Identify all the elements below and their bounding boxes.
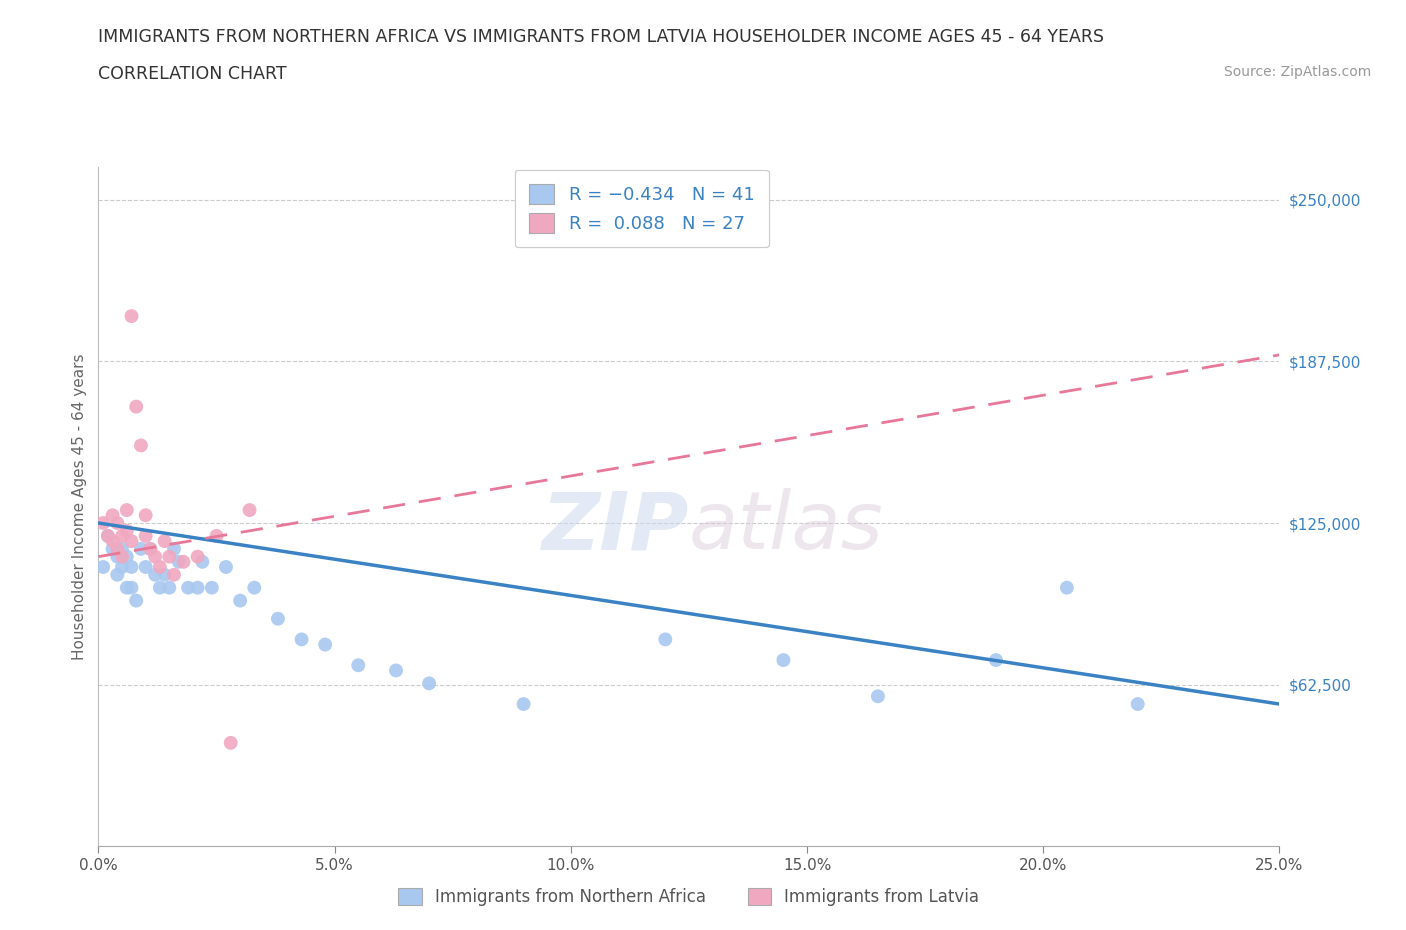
Point bbox=[205, 528, 228, 543]
Point bbox=[201, 580, 224, 595]
Point bbox=[984, 653, 1007, 668]
Point bbox=[149, 560, 172, 575]
Point bbox=[105, 515, 128, 530]
Legend: R = −0.434   N = 41, R =  0.088   N = 27: R = −0.434 N = 41, R = 0.088 N = 27 bbox=[515, 169, 769, 247]
Point bbox=[135, 508, 157, 523]
Point bbox=[111, 528, 134, 543]
Point bbox=[153, 567, 176, 582]
Point bbox=[143, 550, 166, 565]
Point bbox=[163, 541, 186, 556]
Point bbox=[105, 550, 128, 565]
Point bbox=[115, 580, 138, 595]
Point bbox=[187, 550, 209, 565]
Point bbox=[157, 580, 180, 595]
Point bbox=[215, 560, 238, 575]
Point bbox=[187, 580, 209, 595]
Text: ZIP: ZIP bbox=[541, 488, 689, 566]
Point bbox=[243, 580, 266, 595]
Point bbox=[121, 560, 143, 575]
Point bbox=[101, 541, 124, 556]
Point bbox=[111, 541, 134, 556]
Point bbox=[105, 567, 128, 582]
Text: Source: ZipAtlas.com: Source: ZipAtlas.com bbox=[1223, 65, 1371, 79]
Point bbox=[143, 567, 166, 582]
Point bbox=[149, 580, 172, 595]
Point bbox=[172, 554, 194, 569]
Text: atlas: atlas bbox=[689, 488, 884, 566]
Point bbox=[239, 502, 262, 517]
Point bbox=[347, 658, 370, 672]
Point bbox=[115, 524, 138, 538]
Y-axis label: Householder Income Ages 45 - 64 years: Householder Income Ages 45 - 64 years bbox=[72, 353, 87, 660]
Point bbox=[121, 534, 143, 549]
Point bbox=[267, 611, 290, 626]
Point bbox=[97, 528, 120, 543]
Point bbox=[177, 580, 200, 595]
Point bbox=[1126, 697, 1149, 711]
Point bbox=[385, 663, 408, 678]
Point bbox=[125, 399, 148, 414]
Point bbox=[512, 697, 534, 711]
Point bbox=[135, 560, 157, 575]
Point bbox=[139, 541, 162, 556]
Point bbox=[101, 508, 124, 523]
Point bbox=[105, 541, 128, 556]
Point bbox=[115, 502, 138, 517]
Point bbox=[157, 550, 180, 565]
Point bbox=[229, 593, 252, 608]
Legend: Immigrants from Northern Africa, Immigrants from Latvia: Immigrants from Northern Africa, Immigra… bbox=[392, 881, 986, 912]
Point bbox=[101, 534, 124, 549]
Point bbox=[314, 637, 336, 652]
Point bbox=[121, 309, 143, 324]
Point bbox=[115, 550, 138, 565]
Point bbox=[163, 567, 186, 582]
Point bbox=[121, 580, 143, 595]
Point bbox=[97, 528, 120, 543]
Point bbox=[866, 689, 889, 704]
Point bbox=[191, 554, 214, 569]
Point bbox=[418, 676, 440, 691]
Point bbox=[290, 632, 312, 647]
Point bbox=[111, 560, 134, 575]
Point bbox=[125, 593, 148, 608]
Text: IMMIGRANTS FROM NORTHERN AFRICA VS IMMIGRANTS FROM LATVIA HOUSEHOLDER INCOME AGE: IMMIGRANTS FROM NORTHERN AFRICA VS IMMIG… bbox=[98, 28, 1105, 46]
Text: CORRELATION CHART: CORRELATION CHART bbox=[98, 65, 287, 83]
Point bbox=[129, 541, 152, 556]
Point bbox=[167, 554, 190, 569]
Point bbox=[129, 438, 152, 453]
Point bbox=[772, 653, 794, 668]
Point bbox=[1056, 580, 1078, 595]
Point bbox=[139, 541, 162, 556]
Point bbox=[219, 736, 242, 751]
Point bbox=[91, 560, 114, 575]
Point bbox=[153, 534, 176, 549]
Point bbox=[91, 515, 114, 530]
Point bbox=[111, 550, 134, 565]
Point bbox=[135, 528, 157, 543]
Point bbox=[654, 632, 676, 647]
